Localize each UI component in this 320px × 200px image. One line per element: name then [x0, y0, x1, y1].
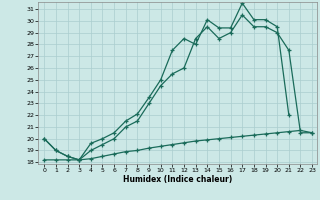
X-axis label: Humidex (Indice chaleur): Humidex (Indice chaleur) — [123, 175, 232, 184]
